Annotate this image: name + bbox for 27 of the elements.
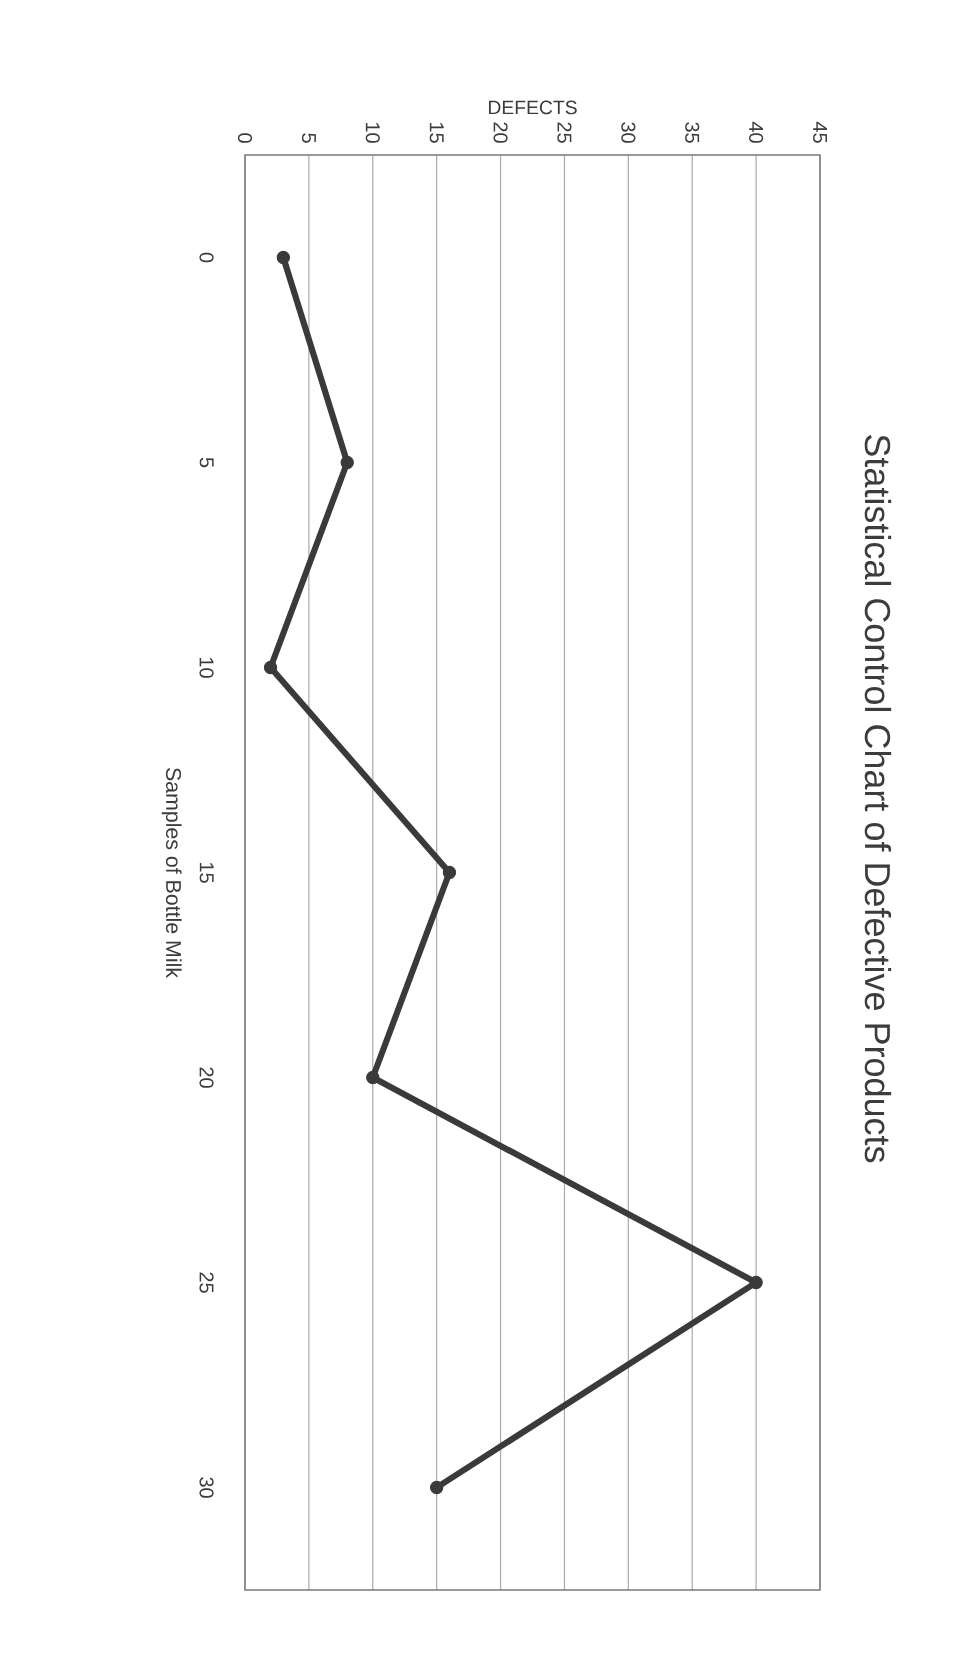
x-tick-label: 10 (365, 122, 380, 143)
y-tick-label: 20 (199, 1067, 214, 1088)
x-tick-label: 20 (493, 122, 508, 143)
point (366, 1070, 380, 1085)
y-tick-label: 25 (199, 1272, 214, 1293)
point (340, 455, 354, 470)
y-tick-label: 0 (199, 252, 214, 263)
x-tick-label: 35 (685, 122, 700, 143)
point (276, 250, 291, 265)
y-tick-label: 30 (199, 1477, 214, 1498)
y-axis-title: Samples of Bottle Milk (161, 767, 182, 979)
x-tick-label: 15 (429, 122, 444, 143)
x-axis-title: DEFECTS (488, 100, 577, 115)
x-tick-label: 0 (237, 133, 253, 143)
y-tick-label: 15 (199, 862, 214, 883)
y-tick-label: 10 (199, 657, 214, 678)
point (430, 1480, 444, 1495)
point (749, 1275, 763, 1290)
x-tick-label: 40 (749, 121, 764, 143)
x-tick-label: 25 (557, 122, 572, 143)
text: Statistical Control Chart of Defective Products (864, 434, 892, 1163)
point (263, 660, 278, 675)
x-tick-label: 30 (621, 122, 636, 143)
x-tick-label: 45 (813, 121, 827, 143)
point (442, 865, 457, 880)
x-tick-label: 5 (301, 133, 316, 143)
y-tick-label: 5 (199, 457, 214, 468)
